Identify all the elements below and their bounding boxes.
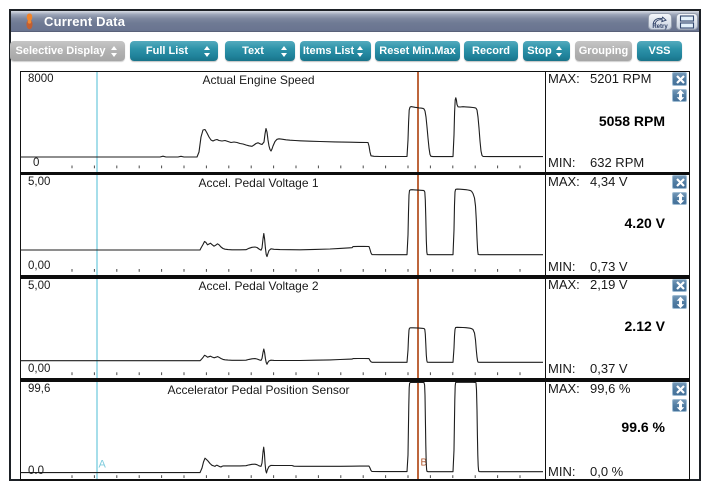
svg-text:Retry: Retry <box>652 24 668 30</box>
svg-text:B: B <box>421 458 428 469</box>
svg-text:A: A <box>99 459 107 471</box>
